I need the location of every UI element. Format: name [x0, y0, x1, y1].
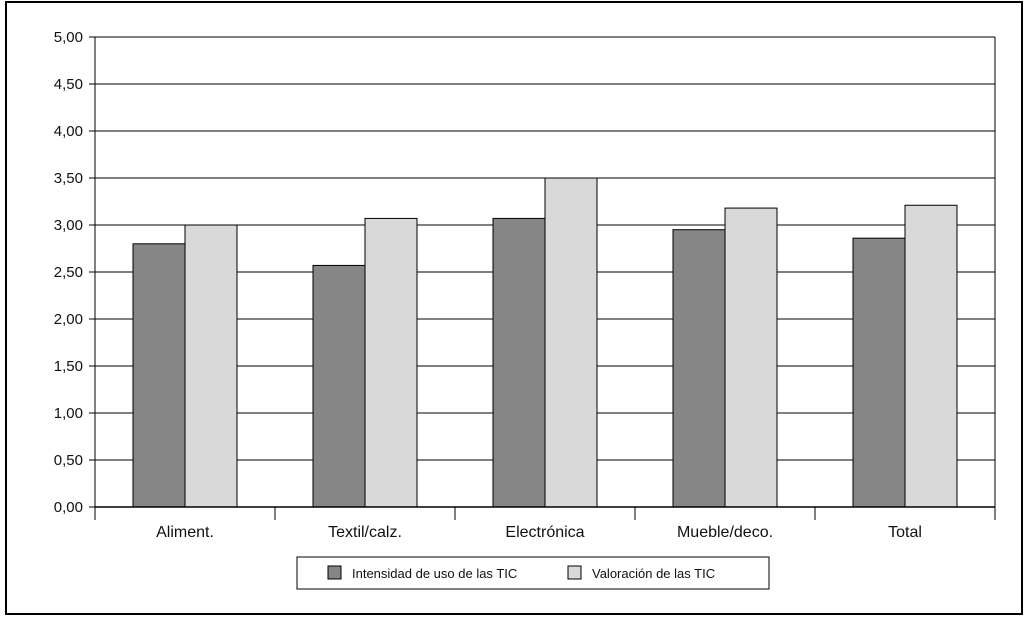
y-tick-label: 5,00	[54, 29, 83, 46]
bar	[312, 264, 366, 508]
bars	[132, 177, 958, 508]
legend: Intensidad de uso de las TIC Valoración d…	[296, 556, 770, 590]
x-tick-label: Total	[888, 524, 922, 541]
legend-label: Intensidad de uso de las TIC	[352, 566, 517, 581]
bar	[544, 177, 598, 508]
legend-label: Valoración de las TIC	[592, 566, 715, 581]
x-tick-label: Electrónica	[505, 524, 584, 541]
legend-swatch	[327, 565, 342, 580]
bar	[492, 217, 546, 508]
x-tick-label: Textil/calz.	[328, 524, 402, 541]
x-tick-label: Mueble/deco.	[677, 524, 773, 541]
y-tick-label: 3,00	[54, 217, 83, 234]
y-tick-label: 0,00	[54, 499, 83, 516]
axes	[94, 37, 996, 520]
bar	[672, 229, 726, 508]
bar	[364, 217, 418, 508]
y-tick-label: 4,50	[54, 76, 83, 93]
bar	[184, 224, 238, 508]
bar	[904, 204, 958, 508]
y-tick-label: 0,50	[54, 452, 83, 469]
y-tick-label: 3,50	[54, 170, 83, 187]
bar	[724, 207, 778, 508]
x-axis-labels: Aliment. Textil/calz. Electrónica Mueble/de…	[156, 524, 922, 541]
bar	[132, 243, 186, 508]
y-axis-ticks: 0,00 0,50 1,00 1,50 2,00 2,50 3,00 3,50 4,00 4,50…	[54, 29, 95, 516]
legend-box	[296, 556, 770, 590]
bar	[852, 237, 906, 508]
y-tick-label: 1,50	[54, 358, 83, 375]
y-tick-label: 2,50	[54, 264, 83, 281]
legend-swatch	[567, 565, 582, 580]
x-tick-label: Aliment.	[156, 524, 214, 541]
y-tick-label: 1,00	[54, 405, 83, 422]
chart-frame	[5, 1, 1023, 615]
y-tick-label: 2,00	[54, 311, 83, 328]
y-tick-label: 4,00	[54, 123, 83, 140]
